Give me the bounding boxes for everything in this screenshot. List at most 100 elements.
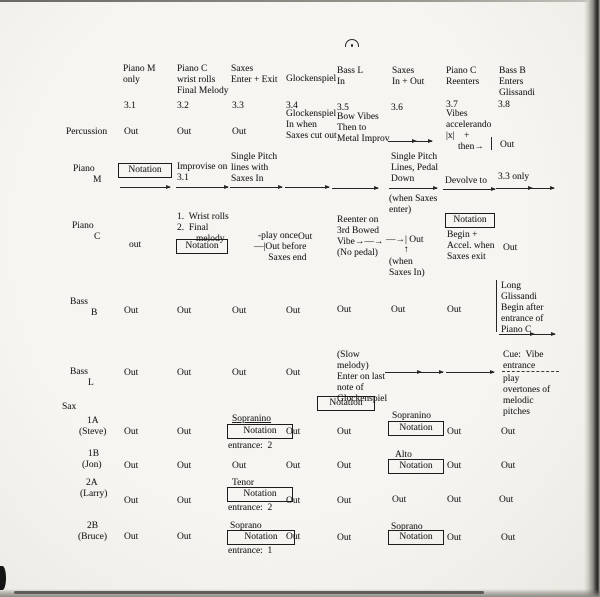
notation-box: Notation — [317, 396, 375, 411]
cell-perc-3.8: Out — [500, 140, 515, 150]
arrow-continue-icon — [176, 184, 229, 189]
col-header-3.3: Saxes Enter + Exit — [231, 64, 278, 85]
sax-section-label: Sax — [62, 402, 77, 412]
col-header-3.7: Piano C Reenters — [446, 66, 480, 87]
dashed-cue-line — [502, 371, 559, 372]
cell-perc-3.1: Out — [124, 127, 139, 137]
cell-bl-3.1: Out — [124, 368, 139, 378]
cell-2a-3.2: Out — [177, 496, 192, 506]
sax-1a-id: 1A — [87, 416, 99, 426]
cell-1a-3.7: Out — [447, 427, 462, 437]
notation-box: Notation — [227, 424, 293, 439]
col-header-3.5: Bass L In — [337, 66, 364, 87]
scan-edge-bottom-line — [14, 591, 484, 594]
arrow-continue-icon — [389, 185, 438, 190]
cell-pc-3.4: Out — [298, 232, 313, 242]
notation-box: Notation — [227, 530, 295, 545]
cell-pm-3.8: 3.3 only — [498, 172, 530, 182]
cell-2a-3.4: Out — [286, 496, 301, 506]
cell-pc-3.3b: —|Out before Saxes end — [254, 242, 307, 263]
sax-2b-player: (Bruce) — [78, 532, 108, 542]
cell-1b-3.3: Out — [232, 461, 247, 471]
bass-l-voice: L — [88, 378, 94, 388]
cell-2a-3.3-entrance: entrance: 2 — [228, 503, 273, 513]
cell-2a-3.1: Out — [124, 496, 139, 506]
sax-1b-player: (Jon) — [82, 460, 102, 470]
sax-2b-id: 2B — [87, 521, 99, 531]
section-number-3.1: 3.1 — [124, 101, 136, 111]
section-number-3.8: 3.8 — [498, 100, 510, 110]
arrow-continue-icon — [120, 184, 171, 189]
cell-perc-3.3: Out — [232, 127, 247, 137]
scan-edge-top — [0, 0, 600, 2]
cell-2b-3.3-instrument: Soprano — [230, 521, 262, 531]
bass-b-voice: B — [91, 308, 98, 318]
cell-bb-3.7: Out — [447, 305, 462, 315]
barline — [496, 280, 498, 332]
arrow-continue-icon — [332, 185, 379, 190]
cell-perc-3.7-sign: |x| + — [446, 131, 470, 141]
cell-2b-3.5: Out — [337, 533, 352, 543]
section-number-3.3: 3.3 — [232, 101, 244, 111]
arrow-continue-icon — [388, 138, 433, 143]
fermata-dot — [350, 44, 353, 47]
sax-2a-id: 2A — [86, 478, 98, 488]
cell-2a-3.6: Out — [392, 495, 407, 505]
barline — [491, 137, 493, 150]
cell-pc-3.1: out — [129, 240, 142, 250]
cell-bb-3.8: Long Glissandi Begin after entrance of P… — [501, 281, 544, 335]
cell-bl-3.5: (Slow melody) Enter on last note of Gloc… — [337, 350, 388, 404]
cell-pm-3.6: Single Pitch Lines, Pedal Down — [391, 152, 438, 184]
col-header-3.4: Glockenspiel — [286, 74, 337, 84]
cell-1a-3.3-instrument: Sopranino — [232, 414, 272, 424]
cell-1a-3.1: Out — [124, 427, 139, 437]
cell-2b-3.1: Out — [124, 532, 139, 542]
cell-perc-3.2: Out — [177, 127, 192, 137]
cell-pm-3.3: Single Pitch lines with Saxes In — [231, 152, 278, 184]
fermata-arc — [345, 39, 359, 47]
cell-1a-3.5: Out — [337, 427, 352, 437]
cell-bl-3.8-cue: Cue: Vibe entrance — [503, 350, 544, 371]
arrow-continue-icon — [496, 185, 555, 190]
cell-2b-3.4: Out — [286, 532, 301, 542]
cell-bl-3.4: Out — [286, 368, 301, 378]
cell-2a-3.7: Out — [447, 495, 462, 505]
piano-c-label: Piano — [72, 221, 94, 231]
cell-pc-3.7: Begin + Accel. when Saxes exit — [447, 230, 495, 262]
cell-1b-3.5: Out — [337, 461, 352, 471]
cell-1a-3.2: Out — [177, 427, 192, 437]
notation-box: Notation — [388, 421, 444, 436]
cell-2a-3.3-instrument: Tenor — [232, 478, 255, 488]
section-number-3.2: 3.2 — [177, 101, 189, 111]
fermata-icon — [345, 39, 360, 50]
piano-m-label: Piano — [73, 164, 95, 174]
cell-1a-3.3-entrance: entrance: 2 — [228, 441, 273, 451]
cell-2b-3.3-entrance: entrance: 1 — [228, 546, 273, 556]
cell-bb-3.5: Out — [337, 305, 352, 315]
cell-pc-3.8: Out — [503, 243, 518, 253]
percussion-label: Percussion — [66, 127, 108, 137]
notation-box: Notation — [388, 459, 444, 474]
col-header-3.6: Saxes In + Out — [392, 66, 425, 87]
cell-2b-3.6-instrument: Soprano — [391, 522, 423, 532]
cell-bb-3.3: Out — [232, 306, 247, 316]
cell-bb-3.1: Out — [124, 306, 139, 316]
cell-bl-3.3: Out — [232, 368, 247, 378]
cell-2b-3.2: Out — [177, 532, 192, 542]
cell-bl-3.8-play: play overtones of melodic pitches — [503, 374, 551, 417]
cell-2b-3.8: Out — [501, 533, 516, 543]
cell-pc-3.6-arrow-up: ↑ — [404, 245, 409, 255]
cell-1a-3.8: Out — [501, 427, 516, 437]
cell-1b-3.1: Out — [124, 461, 139, 471]
cell-1a-3.4: Out — [286, 427, 301, 437]
section-number-3.7: 3.7 — [446, 100, 458, 110]
col-header-3.8: Bass B Enters Glissandi — [499, 66, 535, 98]
cell-2a-3.8: Out — [499, 495, 514, 505]
cell-bb-3.4: Out — [286, 306, 301, 316]
col-header-3.2: Piano C wrist rolls Final Melody — [177, 64, 229, 96]
cell-bl-3.2: Out — [177, 368, 192, 378]
cell-1a-3.6-instrument: Sopranino — [392, 411, 432, 421]
cell-bb-3.6: Out — [391, 305, 406, 315]
